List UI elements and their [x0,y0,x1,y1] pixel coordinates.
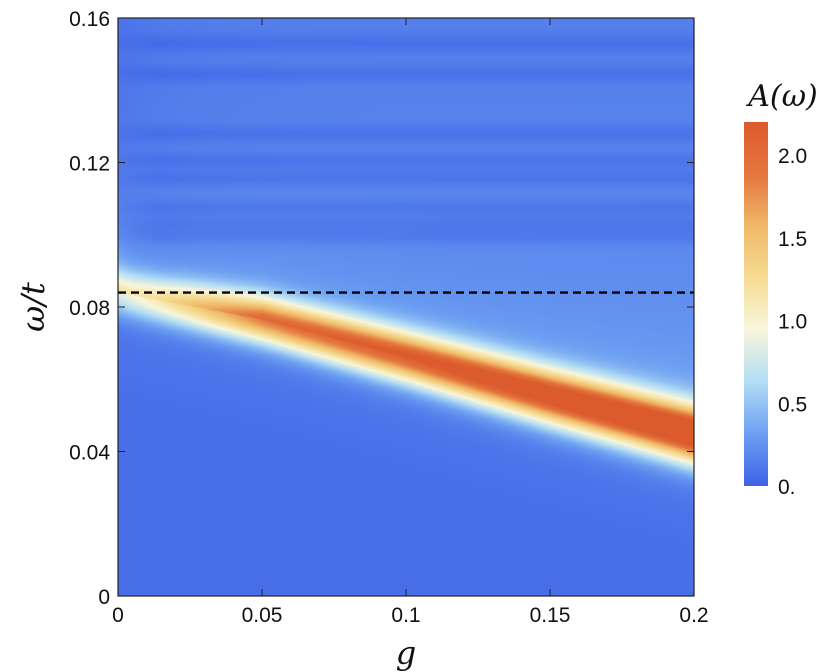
colorbar-ticks: 0. 0.5 1.0 1.5 2.0 [778,145,807,499]
y-tick-label: 0 [98,586,110,609]
colorbar-tick-label: 0.5 [778,393,807,416]
x-tick-label: 0.1 [391,604,420,627]
y-axis-label: ω/t [14,282,52,332]
x-tick-label: 0.2 [679,604,708,627]
x-tick-label: 0.15 [530,604,571,627]
y-tick-label: 0.04 [69,442,110,465]
x-axis-label: g [396,634,416,672]
y-axis-ticks: 0 0.04 0.08 0.12 0.16 [69,8,694,609]
y-tick-label: 0.08 [69,297,110,320]
x-tick-label: 0 [112,604,124,627]
colorbar [744,122,768,486]
colorbar-tick-label: 2.0 [778,145,807,168]
x-axis-ticks: 0 0.05 0.1 0.15 0.2 [112,18,709,627]
y-tick-label: 0.12 [69,153,110,176]
colorbar-tick-label: 1.5 [778,228,807,251]
colorbar-tick-label: 1.0 [778,311,807,334]
heatmap-image [118,18,694,596]
colorbar-tick-label: 0. [778,476,796,499]
x-tick-label: 0.05 [242,604,283,627]
colorbar-title: A(ω) [745,79,818,114]
y-tick-label: 0.16 [69,8,110,31]
